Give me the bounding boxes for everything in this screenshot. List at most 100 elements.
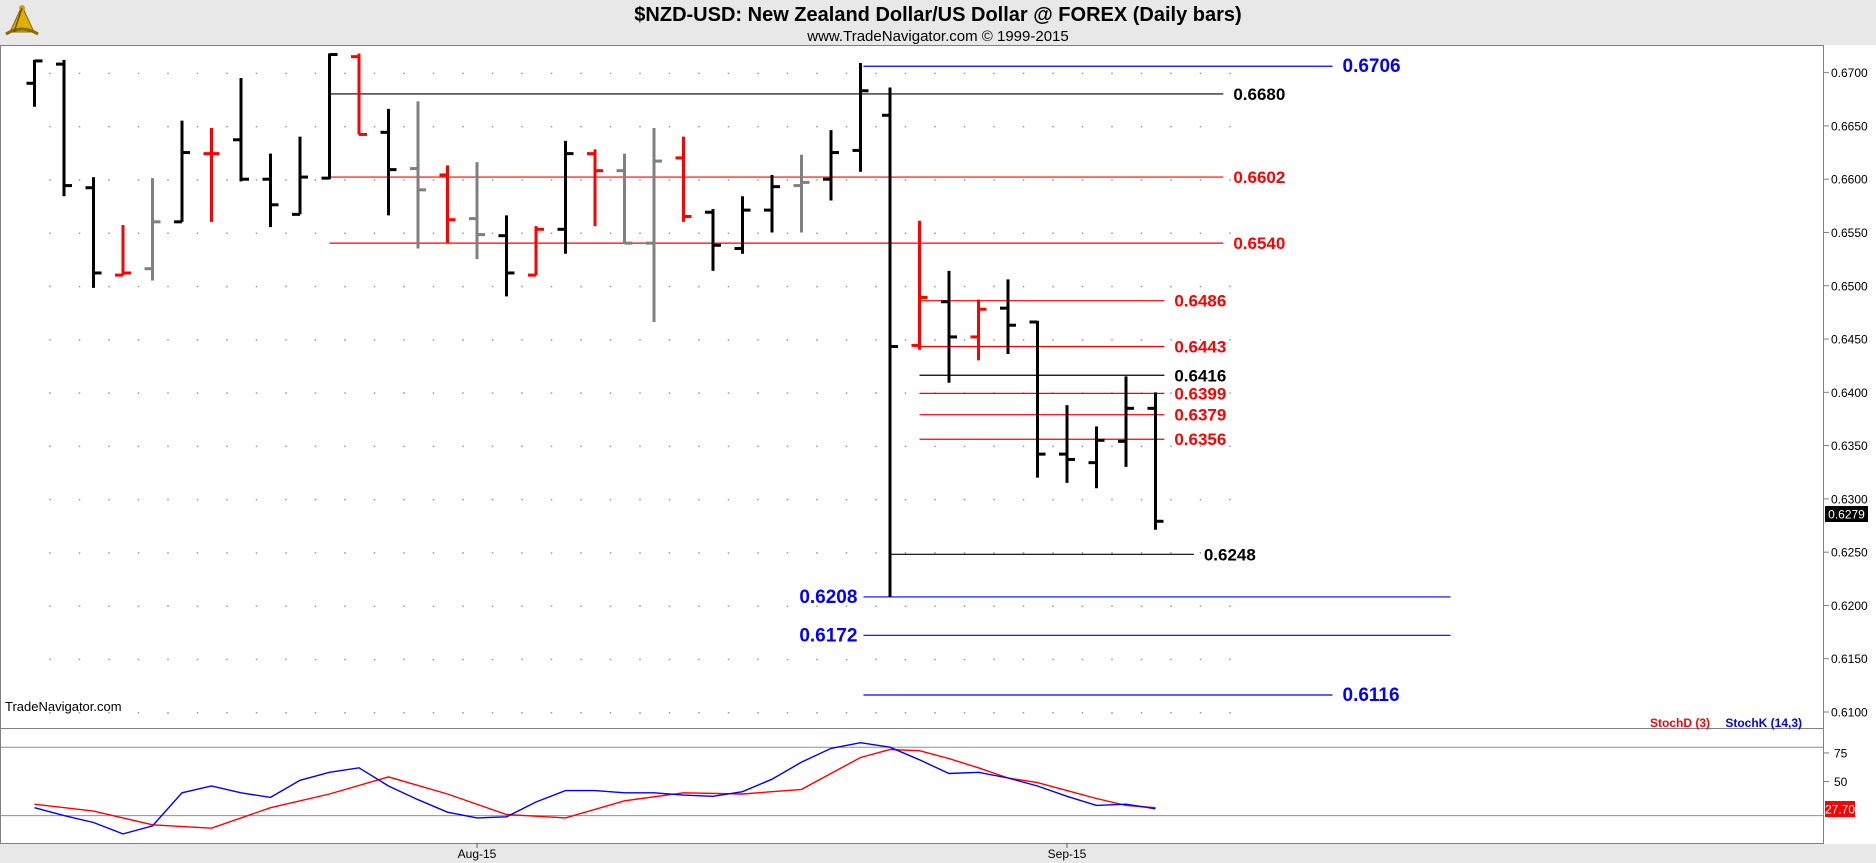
grid-dot-35-11 [1081, 658, 1084, 661]
grid-dot-2-9 [108, 552, 110, 554]
ohlc-bar-5 [174, 120, 190, 224]
grid-dot-27-1 [845, 125, 848, 128]
grid-dot-19-6 [609, 392, 612, 394]
grid-dot-13-3 [432, 232, 435, 234]
grid-dot-23-6 [727, 392, 730, 394]
grid-dot-0-12 [49, 712, 51, 714]
grid-dot-4-5 [167, 339, 169, 341]
grid-dot-22-5 [698, 339, 700, 341]
grid-dot-13-12 [432, 712, 435, 714]
grid-dot-38-9 [1170, 552, 1172, 554]
grid-dot-24-8 [757, 498, 759, 501]
grid-dot-37-9 [1140, 552, 1143, 554]
grid-dot-16-8 [521, 498, 523, 501]
grid-dot-26-0 [816, 72, 818, 75]
grid-dot-31-9 [963, 552, 966, 554]
grid-dot-18-4 [580, 285, 582, 288]
grid-dot-25-0 [786, 72, 789, 75]
grid-dot-26-7 [816, 445, 818, 448]
grid-dot-38-1 [1170, 125, 1172, 128]
level-label: 0.6602 [1233, 168, 1285, 187]
grid-dot-24-12 [757, 712, 759, 714]
grid-dot-27-7 [845, 445, 848, 448]
ohlc-bar-38 [1147, 392, 1164, 530]
grid-dot-28-1 [875, 125, 877, 128]
y-axis-area [1824, 45, 1876, 844]
grid-dot-12-2 [403, 179, 405, 181]
grid-dot-33-8 [1022, 498, 1025, 501]
grid-dot-28-12 [875, 712, 877, 714]
grid-dot-20-9 [639, 552, 641, 554]
y-tick-label: 0.6500 [1831, 279, 1868, 293]
grid-dot-3-5 [137, 339, 140, 341]
grid-dot-1-10 [78, 605, 81, 607]
grid-dot-39-11 [1199, 658, 1202, 661]
stochastic-panel [0, 728, 1824, 844]
ohlc-bar-12 [380, 108, 397, 216]
grid-dot-32-12 [993, 712, 995, 714]
grid-dot-2-7 [108, 445, 110, 448]
grid-dot-5-2 [196, 179, 199, 181]
grid-dot-1-11 [78, 658, 81, 661]
grid-dot-13-6 [432, 392, 435, 394]
ohlc-bar-11 [351, 53, 367, 136]
grid-dot-8-9 [285, 552, 287, 554]
grid-dot-19-10 [609, 605, 612, 607]
grid-dot-18-8 [580, 498, 582, 501]
grid-dot-1-8 [78, 498, 81, 501]
grid-dot-30-1 [934, 125, 936, 128]
x-axis-ticks: Aug-15 Sep-15 [458, 843, 1087, 861]
grid-dot-27-5 [845, 339, 848, 341]
grid-dot-31-5 [963, 339, 966, 341]
grid-dot-14-5 [462, 339, 464, 341]
grid-dot-2-6 [108, 392, 110, 394]
grid-dot-35-8 [1081, 498, 1084, 501]
grid-dot-10-12 [344, 712, 346, 714]
grid-dot-32-3 [993, 232, 995, 234]
grid-dot-16-0 [521, 72, 523, 75]
grid-dot-29-3 [904, 232, 907, 234]
grid-dot-38-6 [1170, 392, 1172, 394]
grid-dot-0-10 [49, 605, 51, 607]
grid-dot-19-4 [609, 285, 612, 288]
grid-dot-25-9 [786, 552, 789, 554]
grid-dot-40-10 [1229, 605, 1231, 607]
grid-dot-26-9 [816, 552, 818, 554]
grid-dot-5-11 [196, 658, 199, 661]
grid-dot-27-6 [845, 392, 848, 394]
grid-dot-38-8 [1170, 498, 1172, 501]
grid-dot-34-4 [1052, 285, 1054, 288]
grid-dot-3-1 [137, 125, 140, 128]
level-label: 0.6680 [1233, 85, 1285, 104]
grid-dot-15-11 [491, 658, 494, 661]
grid-dot-21-5 [668, 339, 671, 341]
grid-dot-14-8 [462, 498, 464, 501]
grid-dot-32-10 [993, 605, 995, 607]
ohlc-bar-18 [557, 140, 574, 254]
level-label: 0.6399 [1174, 384, 1226, 403]
grid-dot-8-1 [285, 125, 287, 128]
grid-dot-16-11 [521, 658, 523, 661]
y-tick-label: 0.6450 [1831, 333, 1868, 347]
grid-dot-22-9 [698, 552, 700, 554]
grid-dot-31-4 [963, 285, 966, 288]
grid-dot-34-2 [1052, 179, 1054, 181]
grid-dot-17-4 [550, 285, 553, 288]
grid-dot-24-7 [757, 445, 759, 448]
ohlc-bar-24 [734, 196, 751, 254]
grid-dot-14-7 [462, 445, 464, 448]
grid-dot-24-9 [757, 552, 759, 554]
x-tick-label: Aug-15 [458, 847, 497, 861]
grid-dot-9-1 [314, 125, 317, 128]
grid-dot-6-12 [226, 712, 228, 714]
stoch-series-k [34, 741, 1156, 835]
grid-dot-7-6 [255, 392, 258, 394]
grid-dot-33-2 [1022, 179, 1025, 181]
grid-dot-6-3 [226, 232, 228, 234]
grid-dot-35-9 [1081, 552, 1084, 554]
grid-dot-36-9 [1111, 552, 1113, 554]
grid-dot-25-5 [786, 339, 789, 341]
grid-dot-7-4 [255, 285, 258, 288]
grid-dot-29-12 [904, 712, 907, 714]
grid-dot-11-12 [373, 712, 376, 714]
